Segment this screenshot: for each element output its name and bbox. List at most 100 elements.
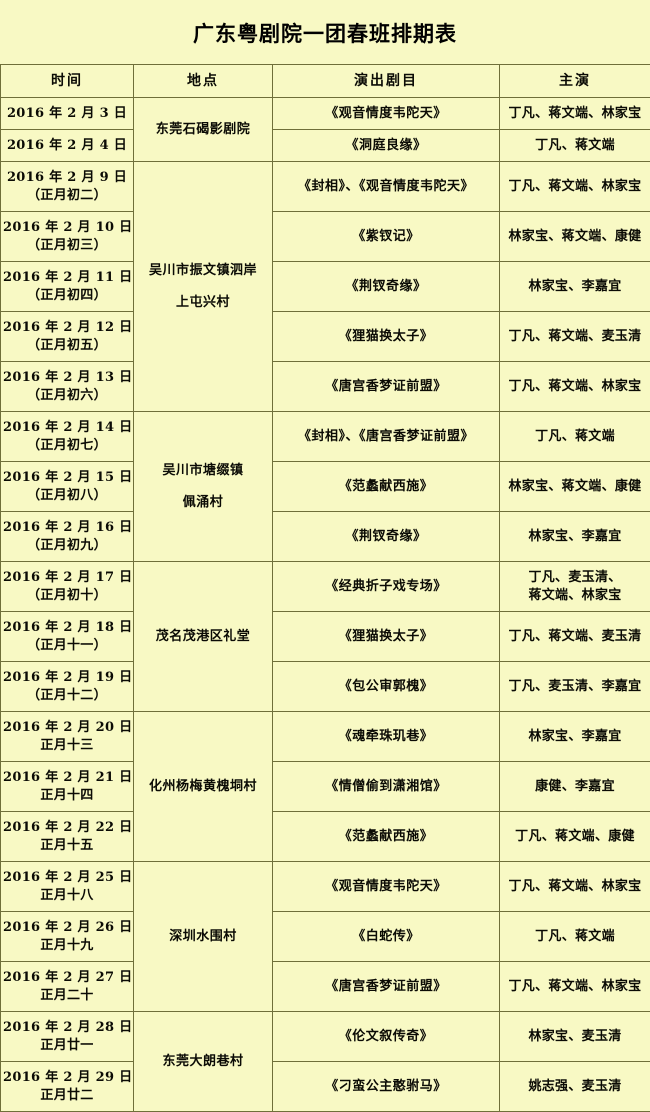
date-solar: 2016 年 2 月 20 日 bbox=[3, 719, 131, 737]
table-row: 2016 年 2 月 25 日正月十八深圳水围村《观音情度韦陀天》丁凡、蒋文端、… bbox=[1, 862, 650, 912]
date-solar: 2016 年 2 月 19 日 bbox=[3, 669, 131, 687]
cell-play: 《观音情度韦陀天》 bbox=[273, 862, 500, 912]
cell-date: 2016 年 2 月 15 日（正月初八） bbox=[1, 462, 134, 512]
cell-cast: 林家宝、李嘉宜 bbox=[500, 512, 650, 562]
cell-cast: 丁凡、蒋文端、林家宝 bbox=[500, 98, 650, 130]
cell-date: 2016 年 2 月 21 日正月十四 bbox=[1, 762, 134, 812]
cell-play: 《魂牵珠玑巷》 bbox=[273, 712, 500, 762]
table-row: 2016 年 2 月 15 日（正月初八）《范蠡献西施》林家宝、蒋文端、康健 bbox=[1, 462, 650, 512]
date-solar: 2016 年 2 月 27 日 bbox=[3, 969, 131, 987]
cast-line: 林家宝、麦玉清 bbox=[502, 1028, 648, 1046]
cell-cast: 丁凡、蒋文端、麦玉清 bbox=[500, 612, 650, 662]
cell-date: 2016 年 2 月 22 日正月十五 bbox=[1, 812, 134, 862]
cast-line: 林家宝、蒋文端、康健 bbox=[502, 478, 648, 496]
cell-date: 2016 年 2 月 28 日正月廿一 bbox=[1, 1012, 134, 1062]
cast-line: 丁凡、蒋文端、林家宝 bbox=[502, 105, 648, 123]
table-row: 2016 年 2 月 12 日（正月初五）《狸猫换太子》丁凡、蒋文端、麦玉清 bbox=[1, 312, 650, 362]
venue-line: 上屯兴村 bbox=[136, 294, 270, 312]
date-solar: 2016 年 2 月 25 日 bbox=[3, 869, 131, 887]
column-header-cast: 主演 bbox=[500, 65, 650, 98]
cell-cast: 丁凡、蒋文端、林家宝 bbox=[500, 362, 650, 412]
table-row: 2016 年 2 月 22 日正月十五 《范蠡献西施》丁凡、蒋文端、康健 bbox=[1, 812, 650, 862]
cell-venue: 化州杨梅黄槐垌村 bbox=[134, 712, 273, 862]
venue-line: 东莞石碣影剧院 bbox=[136, 121, 270, 139]
date-lunar: （正月初三） bbox=[3, 237, 131, 255]
cast-line: 丁凡、蒋文端 bbox=[502, 137, 648, 155]
cast-line: 丁凡、蒋文端、麦玉清 bbox=[502, 328, 648, 346]
header-row: 时间 地点 演出剧目 主演 bbox=[1, 65, 650, 98]
date-lunar: 正月十九 bbox=[3, 937, 131, 955]
cell-play: 《紫钗记》 bbox=[273, 212, 500, 262]
date-solar: 2016 年 2 月 16 日 bbox=[3, 519, 131, 537]
cell-play: 《洞庭良缘》 bbox=[273, 130, 500, 162]
cast-line: 丁凡、麦玉清、 bbox=[502, 569, 648, 587]
date-lunar: 正月十八 bbox=[3, 887, 131, 905]
date-lunar: 正月廿二 bbox=[3, 1087, 131, 1105]
cell-cast: 丁凡、麦玉清、蒋文端、林家宝 bbox=[500, 562, 650, 612]
table-row: 2016 年 2 月 18 日（正月十一）《狸猫换太子》丁凡、蒋文端、麦玉清 bbox=[1, 612, 650, 662]
table-row: 2016 年 2 月 14 日（正月初七）吴川市塘缀镇佩涌村《封相》、《唐宫香梦… bbox=[1, 412, 650, 462]
cell-play: 《白蛇传》 bbox=[273, 912, 500, 962]
date-lunar: （正月初八） bbox=[3, 487, 131, 505]
cast-line: 林家宝、李嘉宜 bbox=[502, 728, 648, 746]
date-solar: 2016 年 2 月 22 日 bbox=[3, 819, 131, 837]
table-body: 2016 年 2 月 3 日东莞石碣影剧院《观音情度韦陀天》丁凡、蒋文端、林家宝… bbox=[1, 98, 650, 1112]
table-row: 2016 年 2 月 28 日正月廿一东莞大朗巷村《伦文叙传奇》林家宝、麦玉清 bbox=[1, 1012, 650, 1062]
column-header-date: 时间 bbox=[1, 65, 134, 98]
table-row: 2016 年 2 月 19 日（正月十二）《包公审郭槐》丁凡、麦玉清、李嘉宜 bbox=[1, 662, 650, 712]
cell-play: 《情僧偷到潇湘馆》 bbox=[273, 762, 500, 812]
date-solar: 2016 年 2 月 15 日 bbox=[3, 469, 131, 487]
date-solar: 2016 年 2 月 14 日 bbox=[3, 419, 131, 437]
date-lunar: 正月十四 bbox=[3, 787, 131, 805]
cell-date: 2016 年 2 月 17 日（正月初十） bbox=[1, 562, 134, 612]
cast-line: 丁凡、蒋文端、林家宝 bbox=[502, 378, 648, 396]
cell-play: 《范蠡献西施》 bbox=[273, 812, 500, 862]
cell-venue: 东莞石碣影剧院 bbox=[134, 98, 273, 162]
cell-date: 2016 年 2 月 14 日（正月初七） bbox=[1, 412, 134, 462]
table-row: 2016 年 2 月 26 日正月十九 《白蛇传》丁凡、蒋文端 bbox=[1, 912, 650, 962]
date-lunar: 正月十五 bbox=[3, 837, 131, 855]
cast-line: 丁凡、蒋文端、林家宝 bbox=[502, 178, 648, 196]
cell-venue: 茂名茂港区礼堂 bbox=[134, 562, 273, 712]
venue-line: 深圳水围村 bbox=[136, 928, 270, 946]
table-row: 2016 年 2 月 29 日正月廿二 《刁蛮公主憨驸马》姚志强、麦玉清 bbox=[1, 1062, 650, 1112]
cell-play: 《刁蛮公主憨驸马》 bbox=[273, 1062, 500, 1112]
date-lunar: （正月初九） bbox=[3, 537, 131, 555]
cast-line: 丁凡、蒋文端、林家宝 bbox=[502, 878, 648, 896]
cell-play: 《狸猫换太子》 bbox=[273, 612, 500, 662]
date-lunar: 正月二十 bbox=[3, 987, 131, 1005]
schedule-table: 时间 地点 演出剧目 主演 2016 年 2 月 3 日东莞石碣影剧院《观音情度… bbox=[0, 64, 650, 1112]
table-header: 时间 地点 演出剧目 主演 bbox=[1, 65, 650, 98]
date-solar: 2016 年 2 月 26 日 bbox=[3, 919, 131, 937]
cell-cast: 丁凡、蒋文端、麦玉清 bbox=[500, 312, 650, 362]
table-row: 2016 年 2 月 10 日（正月初三）《紫钗记》林家宝、蒋文端、康健 bbox=[1, 212, 650, 262]
cell-play: 《唐宫香梦证前盟》 bbox=[273, 362, 500, 412]
date-lunar: （正月初四） bbox=[3, 287, 131, 305]
date-solar: 2016 年 2 月 29 日 bbox=[3, 1069, 131, 1087]
date-lunar: 正月廿一 bbox=[3, 1037, 131, 1055]
cast-line: 林家宝、李嘉宜 bbox=[502, 278, 648, 296]
cell-play: 《封相》、《观音情度韦陀天》 bbox=[273, 162, 500, 212]
cell-date: 2016 年 2 月 26 日正月十九 bbox=[1, 912, 134, 962]
cast-line: 姚志强、麦玉清 bbox=[502, 1078, 648, 1096]
cast-line: 蒋文端、林家宝 bbox=[502, 587, 648, 605]
cast-line: 林家宝、李嘉宜 bbox=[502, 528, 648, 546]
cell-date: 2016 年 2 月 27 日正月二十 bbox=[1, 962, 134, 1012]
date-lunar: （正月十二） bbox=[3, 687, 131, 705]
cell-cast: 林家宝、李嘉宜 bbox=[500, 712, 650, 762]
cast-line: 丁凡、蒋文端 bbox=[502, 428, 648, 446]
cell-cast: 林家宝、麦玉清 bbox=[500, 1012, 650, 1062]
date-solar: 2016 年 2 月 28 日 bbox=[3, 1019, 131, 1037]
cell-cast: 丁凡、蒋文端、康健 bbox=[500, 812, 650, 862]
date-lunar: 正月十三 bbox=[3, 737, 131, 755]
cell-play: 《封相》、《唐宫香梦证前盟》 bbox=[273, 412, 500, 462]
cell-venue: 东莞大朗巷村 bbox=[134, 1012, 273, 1112]
cell-cast: 丁凡、蒋文端 bbox=[500, 412, 650, 462]
cell-cast: 丁凡、蒋文端 bbox=[500, 912, 650, 962]
cast-line: 丁凡、蒋文端 bbox=[502, 928, 648, 946]
venue-line: 吴川市振文镇泗岸 bbox=[136, 262, 270, 280]
venue-line: 茂名茂港区礼堂 bbox=[136, 628, 270, 646]
date-lunar: （正月初六） bbox=[3, 387, 131, 405]
table-row: 2016 年 2 月 17 日（正月初十）茂名茂港区礼堂《经典折子戏专场》丁凡、… bbox=[1, 562, 650, 612]
cast-line: 丁凡、蒋文端、林家宝 bbox=[502, 978, 648, 996]
